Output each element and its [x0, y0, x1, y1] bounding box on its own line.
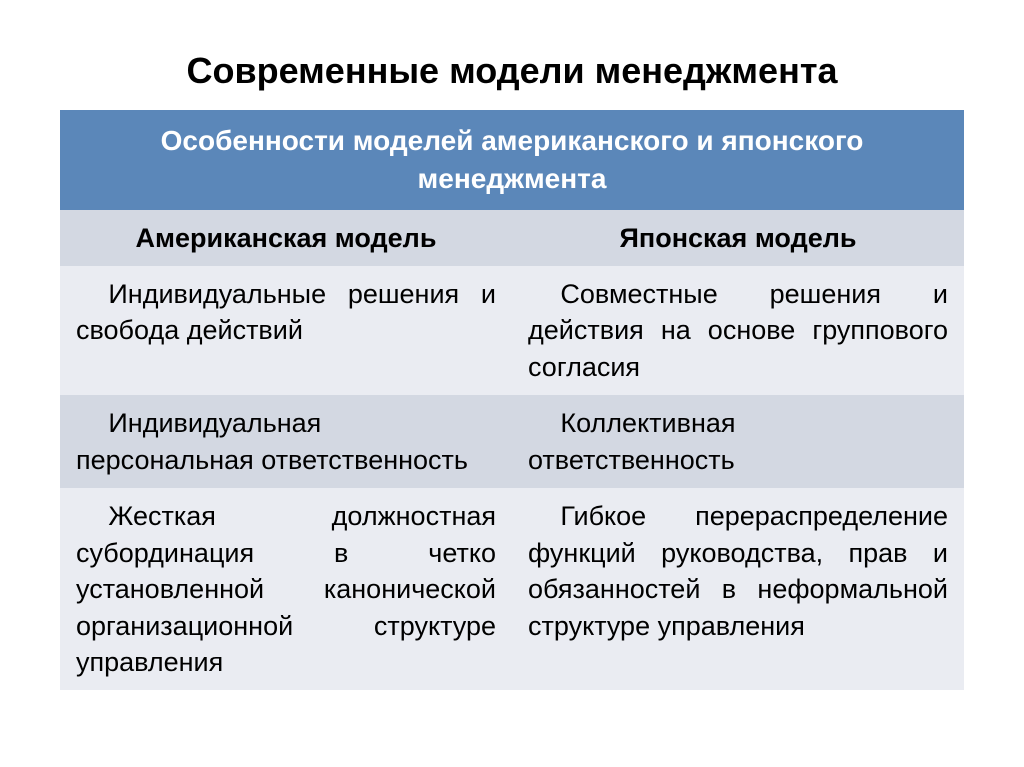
table-header-row: Особенности моделей американского и япон…	[60, 110, 964, 210]
cell-american-0: Индивидуальные решения и свобода действи…	[60, 266, 512, 395]
table-row: Индивидуальная персональная ответственно…	[60, 395, 964, 488]
cell-japanese-2: Гибкое перераспределение функций руковод…	[512, 488, 964, 690]
cell-american-1: Индивидуальная персональная ответственно…	[60, 395, 512, 488]
comparison-table: Особенности моделей американского и япон…	[60, 110, 964, 690]
table-row: Индивидуальные решения и свобода действи…	[60, 266, 964, 395]
page-title: Современные модели менеджмента	[60, 50, 964, 92]
column-header-left: Американская модель	[60, 210, 512, 266]
cell-japanese-1: Коллективная ответственность	[512, 395, 964, 488]
column-header-right: Японская модель	[512, 210, 964, 266]
cell-japanese-0: Совместные решения и действия на основе …	[512, 266, 964, 395]
table-header-cell: Особенности моделей американского и япон…	[60, 110, 964, 210]
table-subheader-row: Американская модель Японская модель	[60, 210, 964, 266]
table-row: Жесткая должностная субординация в четко…	[60, 488, 964, 690]
cell-american-2: Жесткая должностная субординация в четко…	[60, 488, 512, 690]
